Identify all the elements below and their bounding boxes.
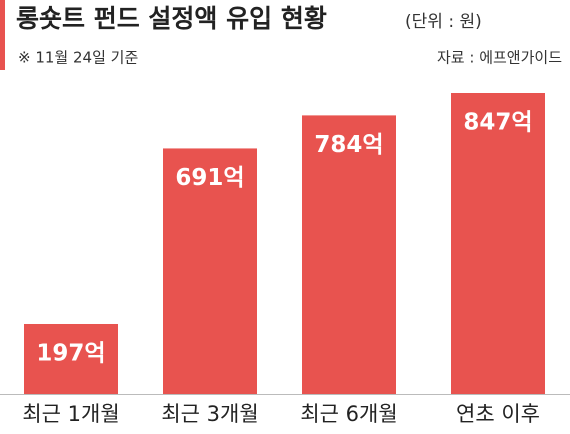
x-tick-label: 연초 이후 xyxy=(456,402,540,426)
note: ※ 11월 24일 기준 xyxy=(18,49,138,67)
bar xyxy=(24,323,118,394)
x-tick-label: 최근 3개월 xyxy=(161,402,258,426)
bar xyxy=(163,148,257,394)
x-tick-label: 최근 1개월 xyxy=(22,402,119,426)
value-label: 847억 xyxy=(463,110,532,136)
chart-subtitle: (단위 : 원) xyxy=(405,12,482,32)
value-label: 197억 xyxy=(36,340,105,366)
source: 자료 : 에프앤가이드 xyxy=(437,49,562,67)
value-label: 784억 xyxy=(314,132,383,158)
chart-title: 롱숏트 펀드 설정액 유입 현황 xyxy=(16,4,327,33)
bar xyxy=(302,115,396,394)
x-tick-label: 최근 6개월 xyxy=(300,402,397,426)
bar xyxy=(451,93,545,394)
accent-bar xyxy=(0,0,5,70)
value-label: 691억 xyxy=(175,165,244,191)
